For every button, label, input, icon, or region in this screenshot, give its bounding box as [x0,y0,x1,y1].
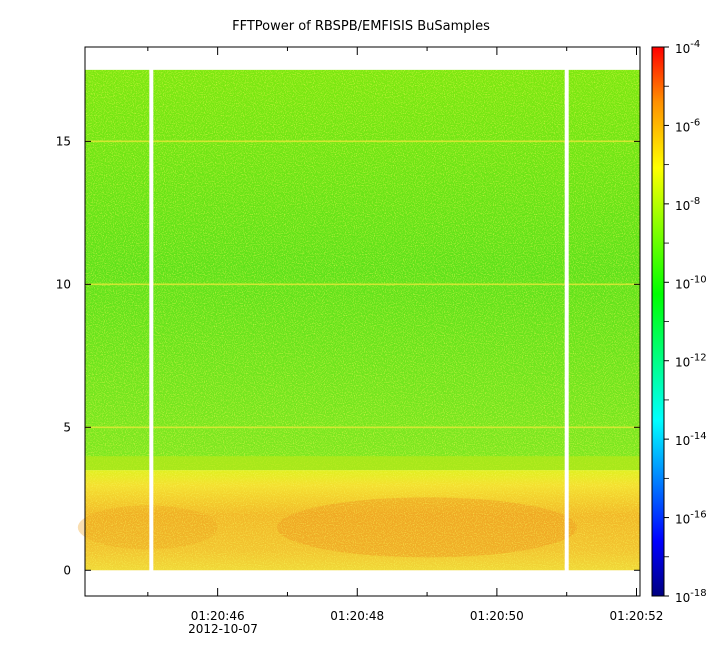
colorbar-tick-label: 10-8 [675,196,700,213]
y-tick-label: 5 [63,420,71,434]
noise-texture-upper [85,69,640,471]
colorbar-tick-label: 10-10 [675,274,707,291]
x-tick-label: 01:20:50 [470,609,524,623]
data-gap [149,68,154,572]
colorbar-ticks: 10-4 10-6 10-8 10-10 10-12 10-14 10-16 10-18 [664,39,707,605]
y-tick-label: 15 [56,134,71,148]
plot-border [84,46,641,597]
x-axis: 01:20:46 01:20:48 01:20:50 01:20:52 [147,47,664,623]
y-axis: 0 5 10 15 [56,134,640,577]
y-tick-label: 10 [56,277,71,291]
x-date-label: 2012-10-07 [188,622,258,636]
colorbar-tick-label: 10-12 [675,353,707,370]
colorbar-tick-label: 10-18 [675,588,707,605]
colorbar-tick-label: 10-4 [675,39,700,56]
colorbar: 10-4 10-6 10-8 10-10 10-12 10-14 10-16 10-18 [651,39,707,605]
colorbar-tick-label: 10-16 [675,510,707,527]
data-gaps [149,68,569,572]
plot-area [77,46,641,597]
colorbar-tick-label: 10-6 [675,117,700,134]
noise-texture-lower [85,470,640,571]
colorbar-gradient [651,46,665,597]
transition-band [85,456,640,471]
colorbar-tick-label: 10-14 [675,431,707,448]
chart-title: FFTPower of RBSPB/EMFISIS BuSamples [232,19,490,34]
spectrogram-data [77,69,640,571]
x-tick-label: 01:20:52 [610,609,664,623]
data-gap [564,68,569,572]
y-tick-label: 0 [63,563,71,577]
x-tick-label: 01:20:46 [191,609,245,623]
x-tick-label: 01:20:48 [330,609,384,623]
